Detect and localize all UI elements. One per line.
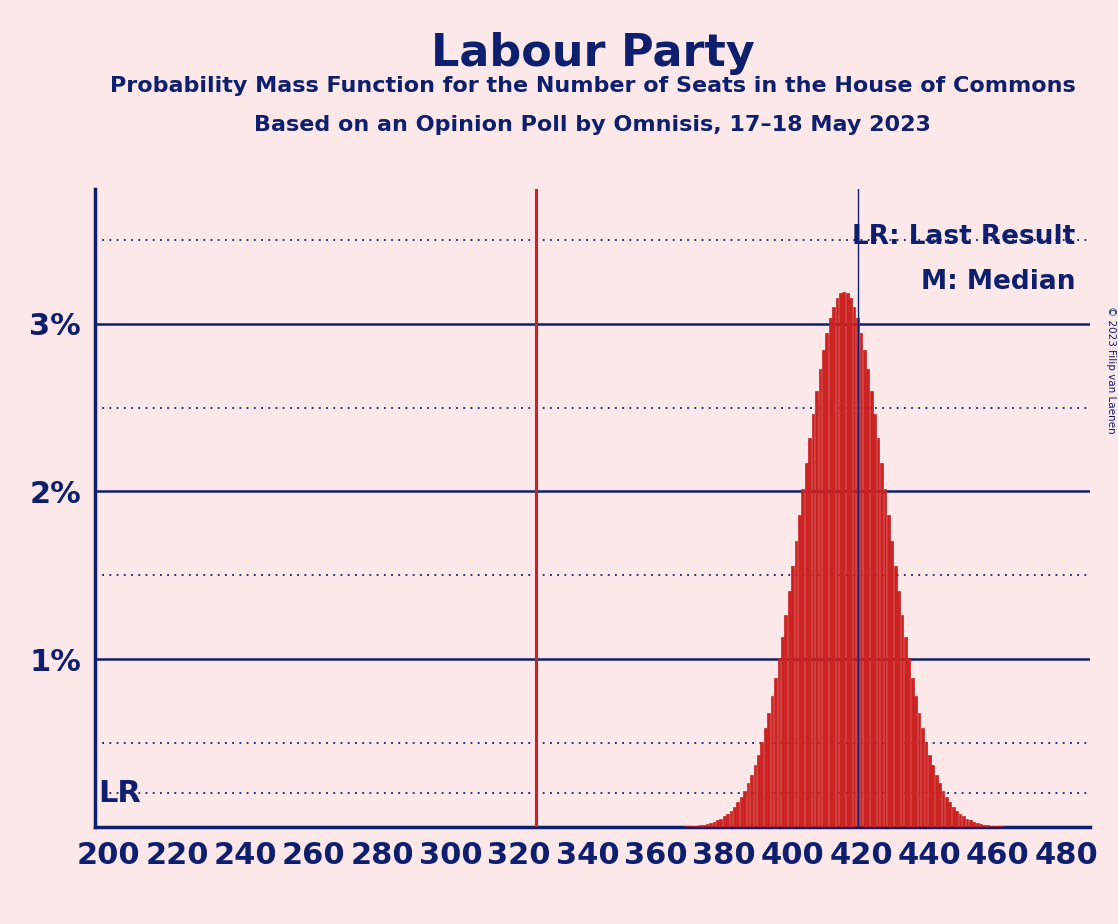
Bar (853, 307, 855, 827)
Bar (716, 821, 719, 827)
Bar (774, 678, 777, 827)
Bar (873, 414, 877, 827)
Bar (802, 489, 804, 827)
Bar (901, 614, 903, 827)
Bar (986, 825, 988, 827)
Bar (915, 697, 917, 827)
Bar (764, 728, 767, 827)
Bar (832, 307, 835, 827)
Bar (911, 678, 913, 827)
Bar (856, 318, 859, 827)
Bar (818, 370, 822, 827)
Bar (743, 791, 746, 827)
Bar (805, 464, 807, 827)
Bar (699, 825, 702, 827)
Bar (723, 817, 726, 827)
Bar (835, 298, 838, 827)
Bar (850, 298, 852, 827)
Bar (955, 810, 958, 827)
Bar (948, 802, 951, 827)
Bar (963, 817, 965, 827)
Bar (760, 742, 764, 827)
Bar (925, 742, 927, 827)
Bar (966, 819, 968, 827)
Bar (795, 541, 797, 827)
Bar (983, 824, 985, 827)
Bar (993, 826, 996, 827)
Bar (840, 293, 842, 827)
Bar (737, 802, 739, 827)
Bar (798, 516, 800, 827)
Bar (815, 391, 818, 827)
Bar (860, 333, 862, 827)
Bar (938, 784, 941, 827)
Bar (767, 713, 770, 827)
Text: Probability Mass Function for the Number of Seats in the House of Commons: Probability Mass Function for the Number… (110, 76, 1076, 96)
Bar (951, 807, 955, 827)
Bar (788, 591, 790, 827)
Bar (757, 755, 760, 827)
Bar (921, 728, 923, 827)
Text: M: Median: M: Median (920, 269, 1076, 295)
Bar (712, 821, 716, 827)
Bar (812, 414, 814, 827)
Bar (781, 638, 784, 827)
Bar (883, 489, 887, 827)
Bar (777, 658, 780, 827)
Bar (750, 775, 752, 827)
Text: LR: Last Result: LR: Last Result (852, 225, 1076, 250)
Bar (877, 438, 880, 827)
Text: Labour Party: Labour Party (430, 32, 755, 76)
Bar (770, 697, 774, 827)
Bar (695, 825, 699, 827)
Bar (702, 824, 705, 827)
Bar (808, 438, 811, 827)
Bar (979, 824, 982, 827)
Bar (705, 824, 709, 827)
Text: Based on an Opinion Poll by Omnisis, 17–18 May 2023: Based on an Opinion Poll by Omnisis, 17–… (254, 115, 931, 135)
Bar (935, 775, 938, 827)
Bar (747, 784, 749, 827)
Bar (727, 814, 729, 827)
Bar (785, 614, 787, 827)
Bar (863, 350, 865, 827)
Bar (719, 819, 722, 827)
Bar (709, 823, 712, 827)
Bar (898, 591, 900, 827)
Bar (887, 516, 890, 827)
Bar (870, 391, 872, 827)
Bar (941, 791, 945, 827)
Bar (989, 825, 993, 827)
Bar (880, 464, 883, 827)
Bar (730, 810, 732, 827)
Bar (893, 566, 897, 827)
Bar (754, 765, 756, 827)
Bar (866, 370, 869, 827)
Bar (733, 807, 736, 827)
Bar (976, 823, 978, 827)
Bar (945, 796, 948, 827)
Bar (692, 826, 694, 827)
Bar (931, 765, 935, 827)
Bar (843, 291, 845, 827)
Bar (890, 541, 893, 827)
Bar (969, 821, 972, 827)
Text: LR: LR (98, 779, 141, 808)
Bar (908, 658, 910, 827)
Bar (828, 318, 832, 827)
Bar (825, 333, 828, 827)
Bar (959, 814, 961, 827)
Bar (918, 713, 920, 827)
Bar (740, 796, 742, 827)
Bar (973, 821, 975, 827)
Bar (928, 755, 930, 827)
Text: © 2023 Filip van Laenen: © 2023 Filip van Laenen (1106, 306, 1116, 433)
Bar (822, 350, 825, 827)
Bar (846, 293, 849, 827)
Bar (792, 566, 794, 827)
Bar (904, 638, 907, 827)
